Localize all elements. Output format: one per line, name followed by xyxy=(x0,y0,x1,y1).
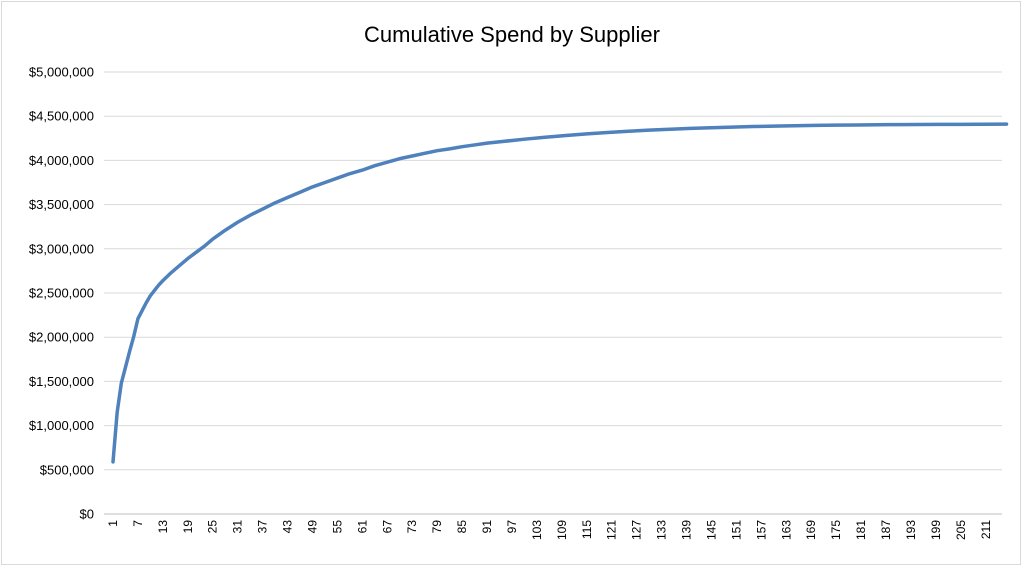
x-tick-label: 163 xyxy=(779,520,793,540)
series-layer xyxy=(111,122,1009,464)
x-tick-label: 43 xyxy=(281,520,295,534)
x-tick-label: 133 xyxy=(655,520,669,540)
x-tick-label: 175 xyxy=(829,520,843,540)
x-tick-label: 121 xyxy=(605,520,619,540)
x-tick-label: 19 xyxy=(181,520,195,534)
x-tick-label: 55 xyxy=(330,520,344,534)
x-tick-label: 157 xyxy=(754,520,768,540)
x-tick-label: 109 xyxy=(555,520,569,540)
x-tick-label: 79 xyxy=(430,520,444,534)
y-tick-label: $4,000,000 xyxy=(29,153,94,168)
x-tick-label: 25 xyxy=(206,520,220,534)
y-tick-label: $3,500,000 xyxy=(29,197,94,212)
y-tick-label: $2,000,000 xyxy=(29,330,94,345)
y-tick-label: $1,000,000 xyxy=(29,418,94,433)
x-tick-label: 49 xyxy=(305,520,319,534)
x-tick-label: 205 xyxy=(954,520,968,540)
x-axis-tick-labels: 1 7 13 19 25 31 37 43 49 55 61 67 73 79 85 91 97 103 109 11… xyxy=(106,520,993,540)
y-tick-label: $4,500,000 xyxy=(29,109,94,124)
y-tick-label: $0 xyxy=(80,507,94,522)
x-tick-label: 13 xyxy=(156,520,170,534)
x-tick-label: 97 xyxy=(505,520,519,534)
x-tick-label: 145 xyxy=(704,520,718,540)
y-tick-label: $500,000 xyxy=(40,462,94,477)
x-tick-label: 1 xyxy=(106,520,120,527)
x-tick-label: 37 xyxy=(256,520,270,534)
x-tick-label: 67 xyxy=(380,520,394,534)
gridlines xyxy=(104,71,1002,471)
x-tick-label: 151 xyxy=(729,520,743,540)
x-tick-label: 169 xyxy=(804,520,818,540)
x-tick-label: 103 xyxy=(530,520,544,540)
x-tick-label: 7 xyxy=(131,520,145,527)
x-tick-label: 115 xyxy=(580,520,594,539)
chart-title: Cumulative Spend by Supplier xyxy=(364,22,660,47)
y-tick-label: $1,500,000 xyxy=(29,374,94,389)
x-tick-label: 199 xyxy=(929,520,943,540)
y-tick-label: $5,000,000 xyxy=(29,65,94,80)
x-tick-label: 31 xyxy=(231,520,245,534)
y-tick-label: $3,000,000 xyxy=(29,241,94,256)
x-tick-label: 127 xyxy=(630,520,644,540)
x-tick-label: 193 xyxy=(904,520,918,540)
x-tick-label: 181 xyxy=(854,520,868,540)
y-axis-tick-labels: $0 $500,000 $1,000,000 $1,500,000 $2,000,000… xyxy=(29,65,94,522)
x-tick-label: 91 xyxy=(480,520,494,534)
y-tick-label: $2,500,000 xyxy=(29,286,94,301)
series-line-0 xyxy=(111,122,1009,464)
x-tick-label: 187 xyxy=(879,520,893,540)
x-tick-label: 211 xyxy=(979,520,993,539)
x-tick-label: 85 xyxy=(455,520,469,534)
x-tick-label: 139 xyxy=(680,520,694,540)
x-tick-label: 73 xyxy=(405,520,419,534)
x-tick-label: 61 xyxy=(355,520,369,534)
